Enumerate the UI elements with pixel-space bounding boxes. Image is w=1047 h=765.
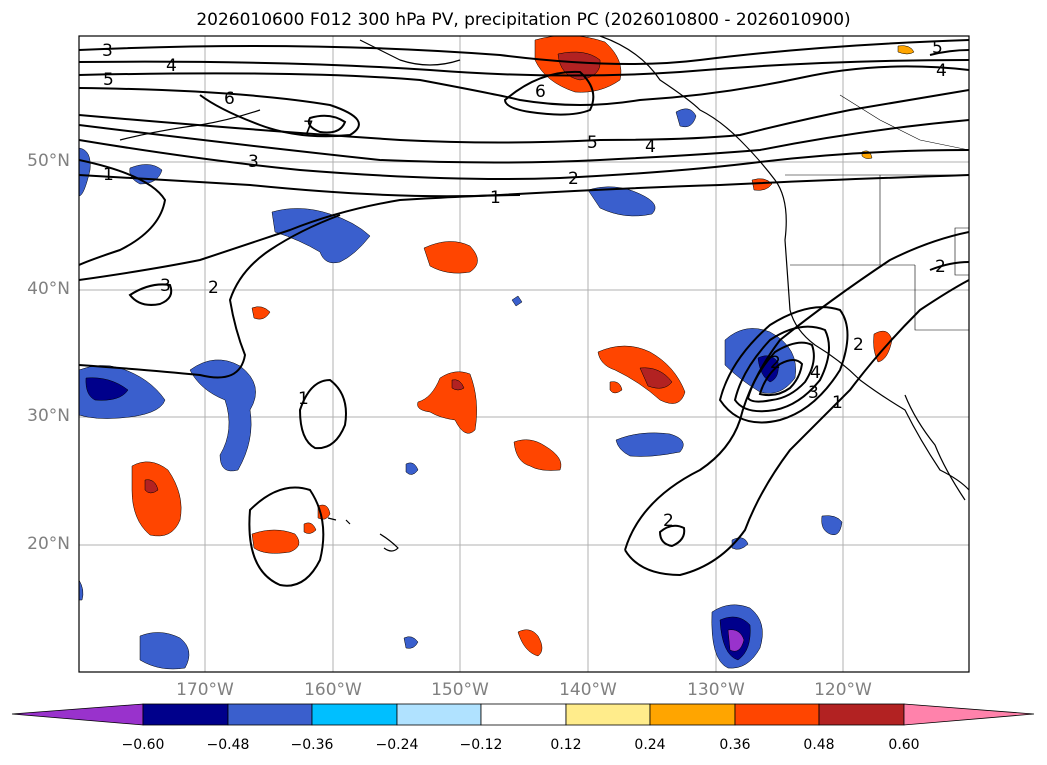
contour-label: 1	[103, 165, 114, 185]
colorbar-bin	[903, 703, 1035, 726]
contour-label: 1	[298, 389, 309, 409]
map-area	[79, 36, 969, 672]
colorbar-tick: 0.48	[803, 737, 835, 753]
pv-contours	[79, 39, 969, 587]
contour-label: 4	[166, 56, 177, 76]
colorbar-bin	[396, 703, 482, 726]
colorbar-tick: −0.12	[459, 737, 503, 753]
colorbar	[11, 703, 1035, 726]
contour-label: 2	[770, 353, 781, 373]
map-border	[78, 35, 970, 673]
colorbar-tick: −0.48	[206, 737, 250, 753]
contour-label: 5	[587, 133, 598, 153]
contour-label: 1	[832, 393, 843, 413]
colorbar-bin	[649, 703, 736, 726]
contour-label: 2	[568, 169, 579, 189]
contour-label: 3	[808, 383, 819, 403]
contour-label: 3	[160, 276, 171, 296]
lon-label: 120°W	[814, 680, 872, 700]
contour-label: 3	[248, 152, 259, 172]
contour-label: 3	[102, 41, 113, 61]
colorbar-tick: −0.60	[121, 737, 165, 753]
colorbar-bin	[480, 703, 567, 726]
colorbar-tick: −0.36	[290, 737, 334, 753]
colorbar-bin	[565, 703, 651, 726]
contour-label: 5	[932, 38, 943, 58]
contour-label: 2	[208, 278, 219, 298]
colorbar-tick: 0.24	[634, 737, 666, 753]
colorbar-tick: 0.60	[888, 737, 920, 753]
lat-label: 50°N	[27, 151, 70, 171]
colorbar-bin	[142, 703, 229, 726]
colorbar-tick: 0.36	[719, 737, 751, 753]
contour-label: 1	[490, 188, 501, 208]
lon-label: 150°W	[431, 680, 489, 700]
colorbar-bin	[11, 703, 144, 726]
colorbar-bin	[311, 703, 398, 726]
contour-label: 2	[853, 335, 864, 355]
precip-positive	[131, 36, 915, 657]
contour-label: 4	[936, 61, 947, 81]
lat-label: 30°N	[27, 406, 70, 426]
contour-label: 4	[810, 363, 821, 383]
contour-label: 6	[535, 82, 546, 102]
contour-labels: 3 4 5 6 7 6 5 4 3 2 1 1 2 3 1 2 2 3 4 1 …	[102, 38, 947, 531]
contour-label: 5	[103, 70, 114, 90]
lon-label: 170°W	[176, 680, 234, 700]
lon-label: 140°W	[559, 680, 617, 700]
colorbar-tick: −0.24	[375, 737, 419, 753]
map-title: 2026010600 F012 300 hPa PV, precipitatio…	[196, 10, 851, 30]
colorbar-tick: 0.12	[550, 737, 582, 753]
colorbar-bin	[227, 703, 313, 726]
contour-label: 6	[224, 89, 235, 109]
contour-label: 4	[645, 137, 656, 157]
contour-label: 2	[935, 257, 946, 277]
lat-label: 40°N	[27, 279, 70, 299]
lat-label: 20°N	[27, 534, 70, 554]
contour-label: 7	[303, 118, 314, 138]
colorbar-bin	[734, 703, 820, 726]
lon-label: 130°W	[687, 680, 745, 700]
colorbar-bin	[818, 703, 905, 726]
lon-label: 160°W	[304, 680, 362, 700]
contour-label: 2	[663, 511, 674, 531]
